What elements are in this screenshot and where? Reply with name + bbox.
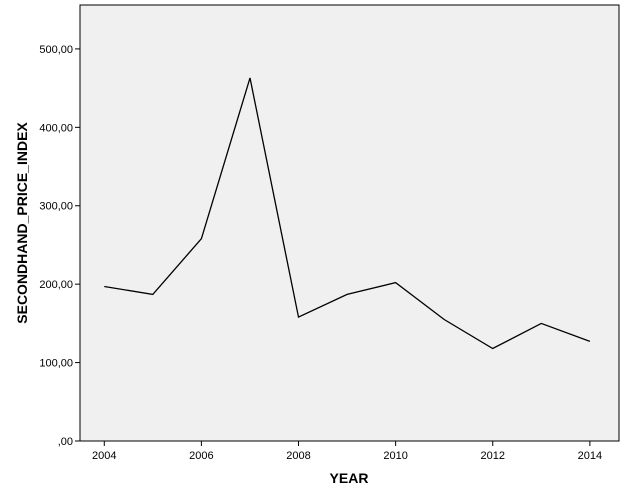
x-tick-label: 2014 bbox=[578, 450, 602, 462]
plot-area bbox=[79, 4, 620, 442]
x-axis: 2004 2006 2008 2010 2012 2014 bbox=[92, 441, 602, 462]
y-tick-label: 100,00 bbox=[39, 358, 73, 370]
x-tick-label: 2010 bbox=[383, 450, 407, 462]
y-axis: ,00 100,00 200,00 300,00 400,00 500,00 bbox=[39, 44, 80, 448]
y-tick-label: ,00 bbox=[58, 436, 73, 448]
x-tick-label: 2008 bbox=[286, 450, 310, 462]
x-tick-label: 2004 bbox=[92, 450, 116, 462]
y-axis-title: SECONDHAND_PRICE_INDEX bbox=[14, 122, 30, 324]
x-axis-title: YEAR bbox=[330, 470, 369, 486]
y-tick-label: 500,00 bbox=[39, 44, 73, 56]
series-line bbox=[104, 77, 591, 350]
y-tick-label: 200,00 bbox=[39, 279, 73, 291]
x-tick-label: 2012 bbox=[481, 450, 505, 462]
y-tick-label: 400,00 bbox=[39, 122, 73, 134]
x-tick-label: 2006 bbox=[189, 450, 213, 462]
y-tick-label: 300,00 bbox=[39, 201, 73, 213]
